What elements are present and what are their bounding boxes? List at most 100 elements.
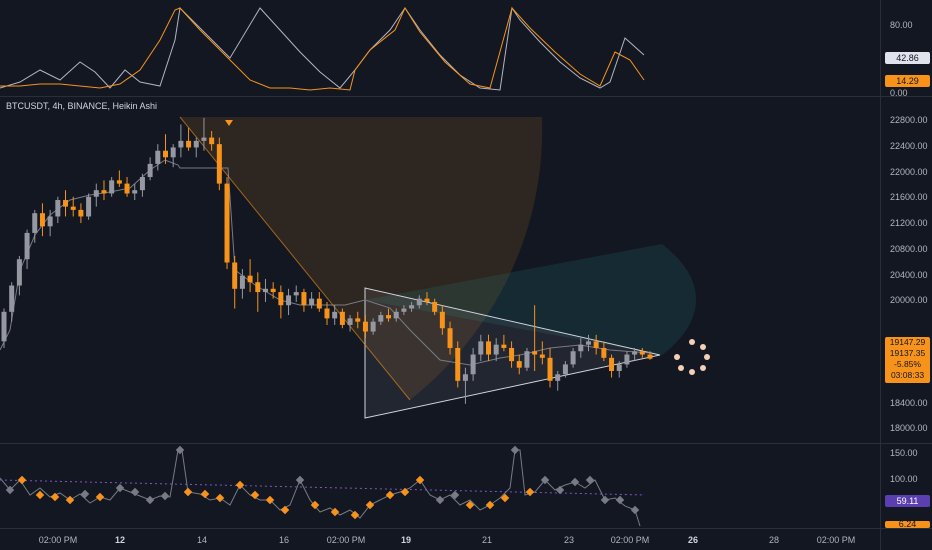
osc-dot	[570, 477, 580, 487]
candle-body	[170, 147, 176, 158]
price-tick: 18000.00	[890, 423, 928, 433]
candle-body	[216, 144, 222, 184]
candle-body	[601, 347, 607, 358]
osc-dot	[465, 500, 475, 510]
candle-body	[516, 361, 522, 368]
candle-body	[16, 259, 22, 286]
candle-body	[278, 292, 284, 306]
osc-dot	[310, 500, 320, 510]
candle-body	[255, 282, 261, 293]
candle-body	[585, 341, 591, 345]
price-tick: 21600.00	[890, 192, 928, 202]
osc-dot	[65, 495, 75, 505]
osc-dot	[183, 487, 193, 497]
price-tick: 20400.00	[890, 270, 928, 280]
candle-body	[78, 209, 84, 217]
candle-body	[324, 308, 330, 319]
osc-dot	[200, 489, 210, 499]
candle-body	[86, 196, 92, 217]
candle-body	[609, 357, 615, 371]
candle-body	[132, 190, 138, 194]
time-label: 28	[768, 535, 780, 545]
osc-dot	[80, 489, 90, 499]
time-label: 16	[278, 535, 290, 545]
time-label: 02:00 PM	[816, 535, 856, 545]
osc-dot	[415, 475, 425, 485]
bottom-osc-purple-tag: 59.11	[885, 495, 930, 507]
osc-dot	[585, 475, 595, 485]
candle-body	[447, 328, 453, 348]
top-osc-orange-tag: 14.29	[885, 75, 930, 87]
candle-body	[539, 354, 545, 358]
symbol-legend[interactable]: BTCUSDT, 4h, BINANCE, Heikin Ashi	[6, 101, 158, 111]
time-label: 23	[563, 535, 575, 545]
candle-body	[616, 364, 622, 371]
osc-dot	[450, 490, 460, 500]
candle-body	[224, 183, 230, 263]
candle-body	[163, 150, 168, 158]
candle-body	[632, 351, 638, 355]
osc-dot	[485, 500, 495, 510]
candle-body	[24, 232, 30, 260]
candles-layer	[1, 117, 653, 404]
candle-body	[147, 163, 153, 178]
osc-dot	[540, 475, 550, 485]
candle-body	[593, 341, 599, 348]
osc-dot	[235, 480, 245, 490]
candle-body	[478, 341, 484, 355]
candle-body	[109, 180, 115, 194]
osc-dot	[250, 490, 260, 500]
osc-dot	[555, 485, 565, 495]
candle-body	[63, 200, 69, 207]
time-label: 02:00 PM	[326, 535, 366, 545]
pane-separator-bottom[interactable]	[0, 443, 932, 444]
candle-body	[93, 190, 99, 197]
top-osc-orange-line	[0, 6, 645, 91]
candle-body	[562, 364, 568, 375]
signal-marker	[225, 120, 233, 126]
osc-dot	[400, 487, 410, 497]
time-label: 26	[687, 535, 699, 545]
osc-dot	[615, 495, 625, 505]
osc-dot	[175, 445, 185, 455]
candle-body	[309, 298, 315, 306]
candle-body	[578, 344, 584, 352]
osc-dot	[5, 485, 15, 495]
price-tick: 22000.00	[890, 167, 928, 177]
candle-body	[355, 318, 361, 322]
pane-separator-top[interactable]	[0, 96, 932, 97]
bottom-osc-tick-150: 150.00	[890, 448, 918, 458]
candle-body	[301, 292, 307, 306]
candle-body	[424, 298, 430, 302]
top-osc-tick-80: 80.00	[890, 20, 913, 30]
top-osc-gray-line	[0, 6, 645, 91]
osc-dot	[160, 491, 170, 501]
osc-dot	[280, 505, 290, 515]
trailing-stop-line	[0, 159, 651, 366]
time-label: 21	[481, 535, 493, 545]
time-label: 02:00 PM	[610, 535, 650, 545]
time-label: 02:00 PM	[38, 535, 78, 545]
bottom-osc-line	[0, 449, 641, 527]
candle-body	[462, 374, 468, 381]
candle-body	[409, 305, 415, 309]
osc-dot	[295, 475, 305, 485]
candle-body	[470, 354, 476, 375]
time-label: 19	[400, 535, 412, 545]
candle-body	[116, 180, 122, 184]
price-tick: 21200.00	[890, 218, 928, 228]
candle-body	[155, 150, 161, 164]
candle-body	[455, 347, 461, 381]
price-tick: 20800.00	[890, 244, 928, 254]
candle-body	[378, 315, 384, 322]
candle-body	[186, 140, 192, 148]
osc-dot	[95, 492, 105, 502]
candle-body	[362, 321, 368, 332]
candle-body	[624, 354, 630, 365]
candle-body	[501, 344, 507, 348]
price-scale[interactable]	[880, 0, 932, 550]
candle-body	[416, 298, 422, 306]
candle-body	[124, 183, 130, 194]
candle-body	[247, 275, 253, 283]
